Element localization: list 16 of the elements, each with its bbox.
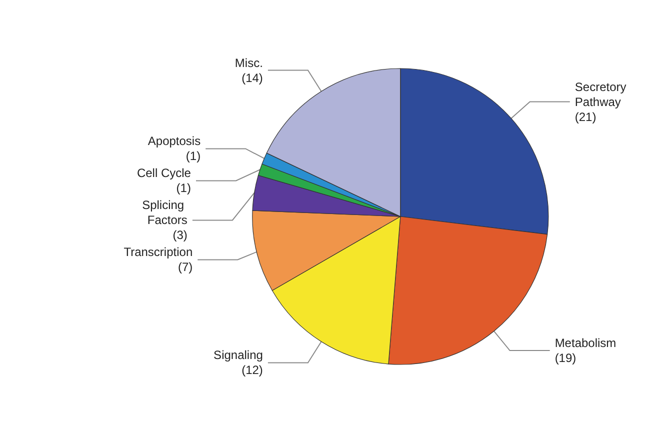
data-label: (19) [554, 351, 576, 366]
data-label: (21) [574, 110, 596, 124]
data-label: (3) [172, 228, 188, 242]
data-label: (7) [178, 260, 193, 274]
slice-label: Cell Cycle [136, 166, 192, 180]
slice-label: Signaling [214, 348, 263, 362]
slice-label: Misc. [234, 56, 263, 70]
slice-label: Metabolism [554, 336, 616, 350]
data-label: (1) [186, 149, 201, 164]
slice-label: Secretory Pathway [574, 80, 630, 109]
data-label: (12) [242, 363, 263, 378]
slice-label: Splicing Factors [142, 198, 188, 228]
data-label: (1) [176, 181, 191, 196]
slice-label: Transcription [124, 245, 193, 260]
slice-label: Apoptosis [148, 134, 201, 148]
data-label: (14) [242, 70, 263, 85]
